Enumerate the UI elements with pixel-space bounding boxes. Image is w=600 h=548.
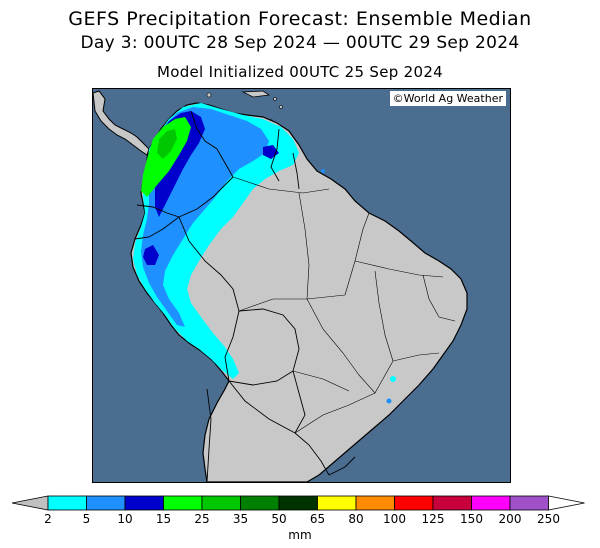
legend-tick-label: 150 bbox=[460, 512, 483, 526]
border-peru-brazil bbox=[178, 216, 240, 312]
legend-tick-label: 35 bbox=[232, 512, 249, 526]
caribbean-island bbox=[279, 105, 283, 109]
legend-tick-label: 200 bbox=[498, 512, 522, 526]
state-border bbox=[422, 274, 456, 322]
state-border bbox=[374, 270, 394, 362]
border-venezuela-guyana bbox=[270, 128, 280, 182]
border-colombia-ecuador bbox=[136, 204, 180, 218]
border-argentina-brazil bbox=[294, 432, 330, 476]
precip-2-5mm bbox=[390, 376, 396, 382]
legend-swatch bbox=[509, 495, 549, 511]
legend-tick-label: 80 bbox=[348, 512, 364, 526]
state-border bbox=[292, 370, 350, 392]
state-border bbox=[392, 352, 440, 362]
border-peru-bolivia bbox=[224, 310, 240, 382]
legend-swatch bbox=[471, 495, 511, 511]
country-borders bbox=[134, 110, 356, 482]
legend-swatch bbox=[278, 495, 318, 511]
caribbean-island bbox=[206, 92, 212, 98]
border-paraguay-brazil bbox=[292, 370, 306, 434]
caribbean-island bbox=[241, 90, 271, 98]
map-panel: ©World Ag Weather bbox=[92, 88, 511, 483]
map-title: GEFS Precipitation Forecast: Ensemble Me… bbox=[68, 8, 532, 30]
legend-colorbar bbox=[11, 495, 585, 511]
precip-10-15mm bbox=[143, 245, 159, 265]
legend-tick-label: 250 bbox=[537, 512, 560, 526]
legend-tick-label: 10 bbox=[117, 512, 133, 526]
precip-15-25mm bbox=[141, 117, 191, 197]
precip-2-5mm bbox=[321, 169, 325, 173]
forecast-period: Day 3: 00UTC 28 Sep 2024 — 00UTC 29 Sep … bbox=[80, 33, 520, 53]
border-bolivia-paraguay bbox=[228, 370, 294, 386]
border-argentina-paraguay bbox=[228, 380, 296, 434]
state-border bbox=[354, 260, 444, 278]
legend-arrow-above bbox=[548, 495, 585, 511]
state-border bbox=[306, 298, 360, 376]
border-guyana-suriname bbox=[292, 152, 300, 190]
legend-swatch bbox=[124, 495, 164, 511]
precip-2-5mm bbox=[386, 398, 392, 404]
legend-swatch bbox=[240, 495, 280, 511]
legend-tick-label: 5 bbox=[82, 512, 91, 526]
legend-tick-label: 65 bbox=[309, 512, 326, 526]
legend-swatch bbox=[201, 495, 241, 511]
legend-units: mm bbox=[288, 528, 312, 542]
legend-swatch bbox=[317, 495, 357, 511]
state-border bbox=[294, 392, 376, 434]
central-america-land bbox=[93, 90, 150, 156]
state-borders bbox=[232, 176, 456, 434]
legend-swatch bbox=[47, 495, 87, 511]
border-colombia-venezuela bbox=[190, 110, 234, 178]
border-uruguay bbox=[328, 456, 356, 476]
legend-swatch bbox=[163, 495, 203, 511]
state-border bbox=[232, 176, 330, 194]
legend-tick-label: 50 bbox=[271, 512, 287, 526]
legend-tick-label: 100 bbox=[383, 512, 406, 526]
legend-swatch bbox=[432, 495, 472, 511]
border-bolivia-brazil bbox=[238, 308, 300, 372]
border-ecuador-peru bbox=[134, 216, 180, 240]
legend-swatch bbox=[355, 495, 395, 511]
precip-25-35mm bbox=[157, 129, 177, 159]
border-argentina-chile bbox=[206, 388, 212, 482]
legend-tick-label: 2 bbox=[44, 512, 52, 526]
map-canvas bbox=[93, 89, 510, 482]
caribbean-island bbox=[273, 97, 277, 101]
state-border bbox=[344, 212, 370, 296]
legend-swatch bbox=[394, 495, 434, 511]
legend-tick-label: 25 bbox=[194, 512, 210, 526]
model-init-line: Model Initialized 00UTC 25 Sep 2024 bbox=[156, 63, 444, 81]
legend-swatch bbox=[86, 495, 126, 511]
border-colombia-brazil bbox=[178, 176, 234, 218]
credit-label: ©World Ag Weather bbox=[389, 91, 506, 106]
state-border bbox=[238, 294, 346, 312]
legend-tick-label: 125 bbox=[421, 512, 445, 526]
state-border bbox=[298, 192, 310, 300]
legend-tick-label: 15 bbox=[155, 512, 172, 526]
legend-arrow-below bbox=[11, 495, 49, 511]
